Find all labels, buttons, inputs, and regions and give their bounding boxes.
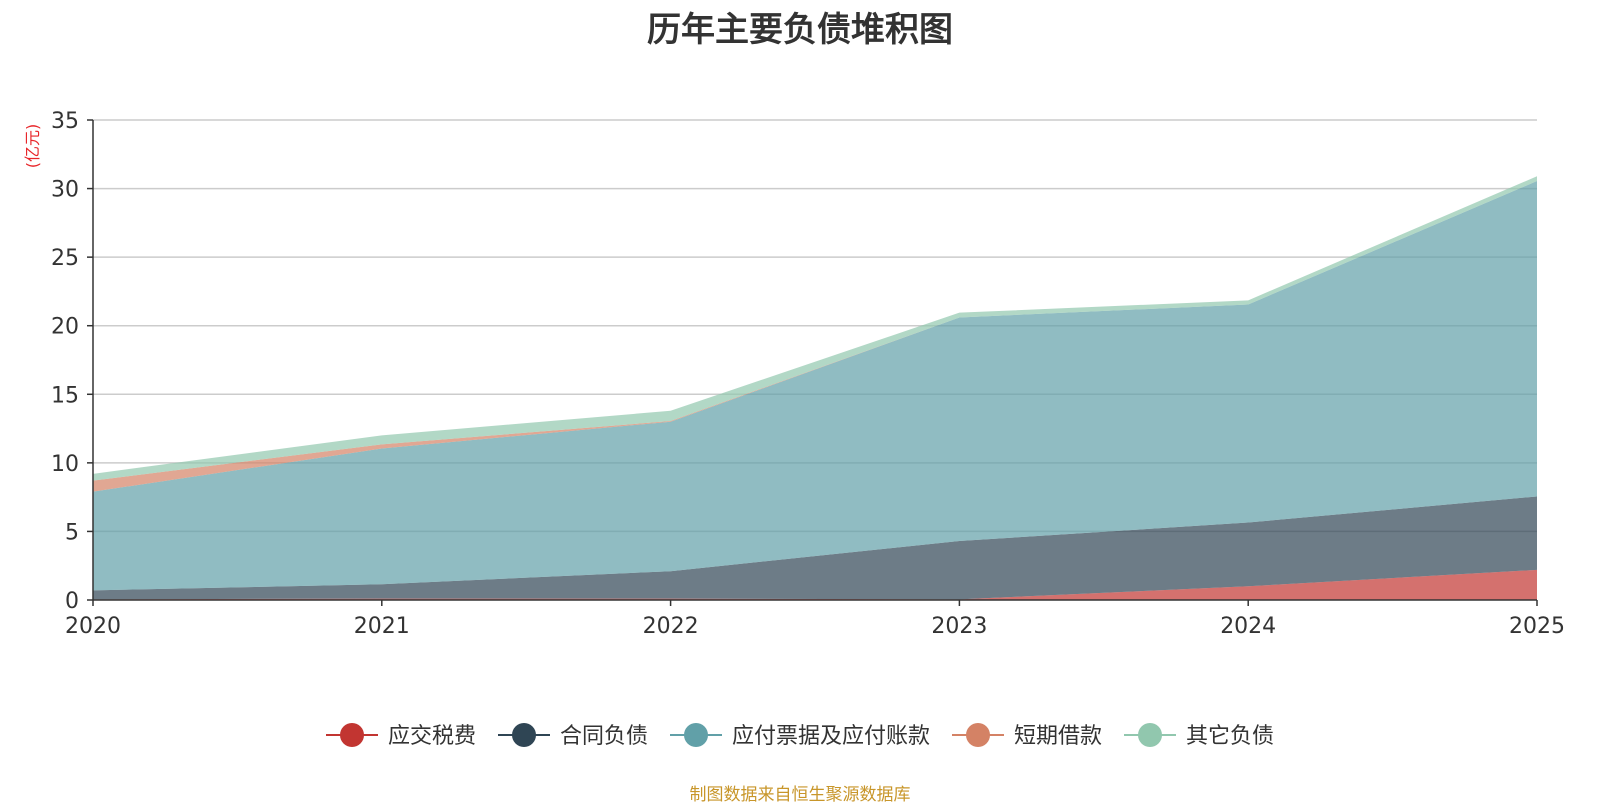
legend-circle-icon (1138, 723, 1162, 747)
legend-item[interactable]: 应付票据及应付账款 (670, 723, 930, 749)
legend-label: 短期借款 (1014, 724, 1102, 749)
y-tick-label: 0 (65, 589, 79, 614)
x-tick-label: 2020 (65, 614, 121, 639)
x-tick-label: 2022 (643, 614, 699, 639)
series-area (93, 181, 1537, 591)
legend-circle-icon (684, 723, 708, 747)
legend-circle-icon (966, 723, 990, 747)
legend: 应交税费 合同负债 应付票据及应付账款 短期借款 其它负债 (326, 723, 1274, 749)
legend-item[interactable]: 其它负债 (1124, 723, 1274, 749)
legend-item[interactable]: 短期借款 (952, 723, 1102, 749)
y-tick-label: 10 (51, 452, 79, 477)
x-tick-label: 2025 (1509, 614, 1565, 639)
legend-item[interactable]: 合同负债 (498, 723, 648, 749)
legend-label: 其它负债 (1186, 724, 1274, 749)
y-axis-unit-label: (亿元) (23, 124, 42, 169)
y-tick-label: 35 (51, 109, 79, 134)
legend-label: 应交税费 (388, 724, 476, 749)
legend-label: 应付票据及应付账款 (732, 724, 930, 749)
legend-circle-icon (512, 723, 536, 747)
y-tick-label: 30 (51, 178, 79, 203)
y-tick-label: 5 (65, 520, 79, 545)
legend-item[interactable]: 应交税费 (326, 723, 476, 749)
legend-circle-icon (340, 723, 364, 747)
source-note: 制图数据来自恒生聚源数据库 (689, 785, 911, 805)
series-area (93, 496, 1537, 600)
y-tick-label: 15 (51, 383, 79, 408)
x-tick-label: 2021 (354, 614, 410, 639)
chart-title: 历年主要负债堆积图 (647, 10, 953, 50)
x-tick-label: 2024 (1220, 614, 1276, 639)
x-tick-label: 2023 (931, 614, 987, 639)
legend-label: 合同负债 (560, 724, 648, 749)
stacked-areas (93, 176, 1537, 600)
y-tick-label: 20 (51, 315, 79, 340)
series-area (93, 569, 1537, 600)
y-tick-label: 25 (51, 246, 79, 271)
